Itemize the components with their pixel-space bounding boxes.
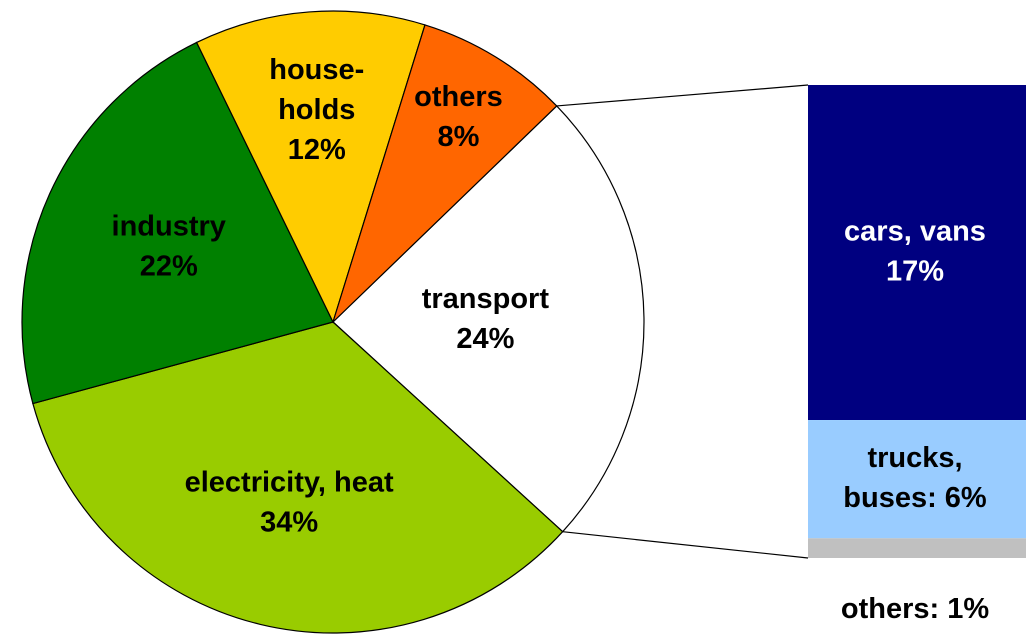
bar-segment — [808, 538, 1026, 558]
data-label: trucks, buses: 6% — [843, 442, 987, 514]
data-label: others: 1% — [841, 593, 989, 625]
pie-slice — [21, 41, 334, 405]
pie-slice — [332, 24, 558, 323]
data-label: transport 24% — [422, 283, 550, 355]
data-label: electricity, heat 34% — [185, 466, 394, 538]
data-label: industry 22% — [112, 210, 226, 282]
data-label: others 8% — [414, 81, 503, 153]
data-label: cars, vans 17% — [844, 215, 986, 287]
data-label: house-holds 12% — [269, 54, 364, 166]
connector — [556, 84, 809, 107]
pie-slice — [32, 321, 564, 634]
bar-segment — [808, 85, 1026, 421]
connector — [562, 531, 809, 559]
bar-segment — [808, 420, 1026, 539]
pie-slice — [195, 10, 426, 324]
pie-slice — [332, 105, 645, 533]
